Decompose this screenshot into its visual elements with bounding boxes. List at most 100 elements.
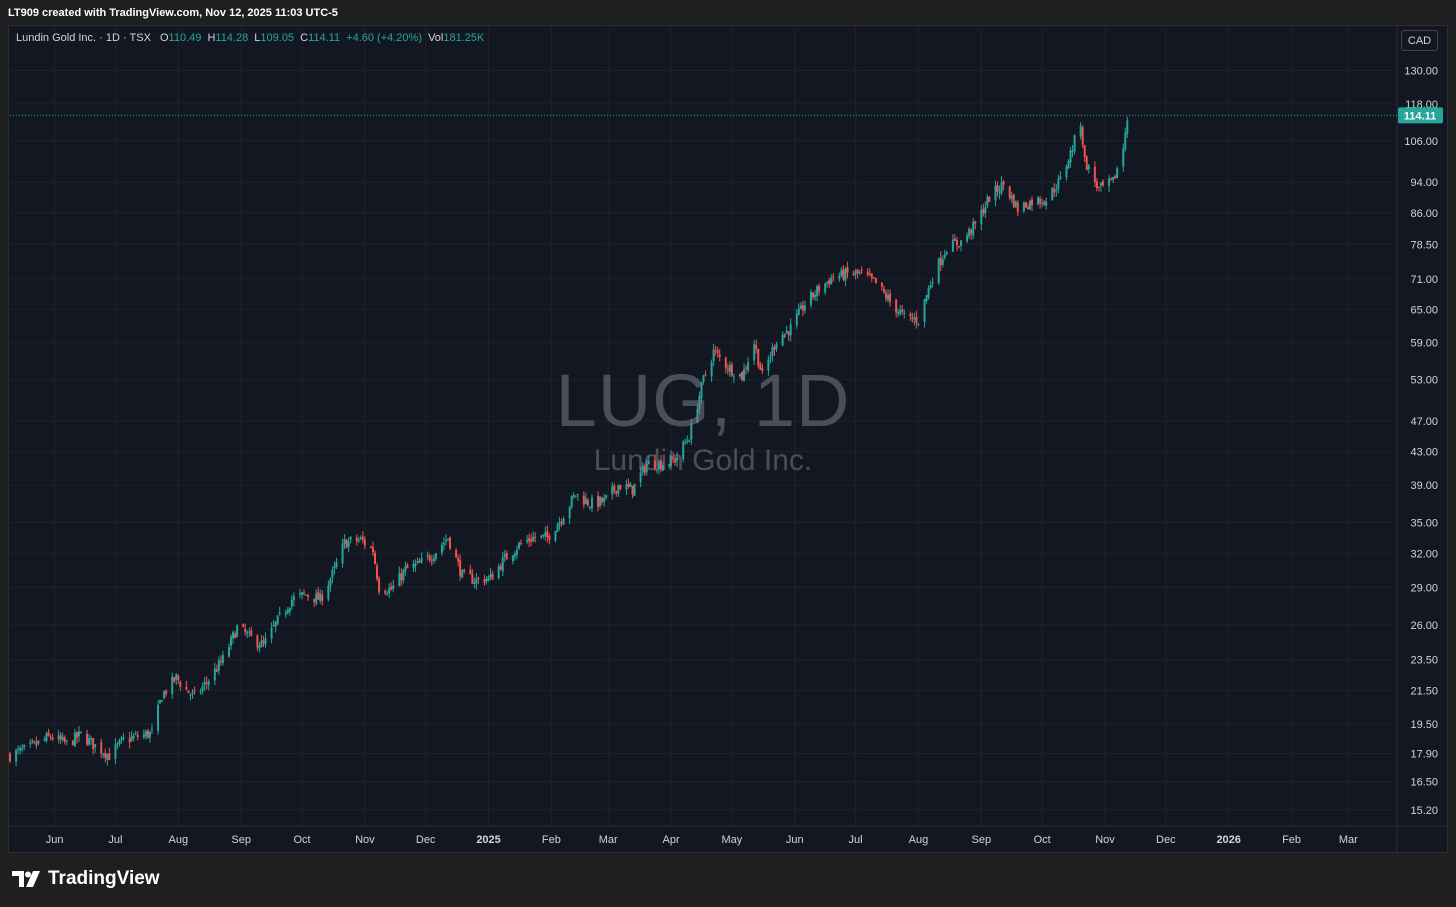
candle [866, 267, 869, 278]
x-tick-label: Sep [972, 834, 992, 846]
candle [315, 588, 318, 606]
candle [812, 292, 814, 301]
legend-volume-label: Vol [428, 32, 444, 44]
x-tick-label: Mar [1339, 834, 1358, 846]
candle [1012, 193, 1015, 209]
candle [331, 566, 334, 584]
candle [65, 739, 68, 746]
candle [901, 304, 904, 316]
candle [270, 622, 273, 644]
legend-close-label: C [300, 32, 309, 44]
candle [809, 288, 812, 308]
candle [657, 459, 660, 475]
candle [927, 285, 930, 300]
candle [228, 643, 230, 658]
candle [568, 505, 571, 525]
candle [911, 312, 914, 323]
candle [599, 495, 602, 509]
candle [94, 744, 97, 753]
candle [974, 220, 977, 230]
candle [355, 534, 358, 546]
candle [114, 738, 117, 765]
candle [769, 351, 772, 364]
candle [503, 549, 506, 563]
candle [45, 731, 48, 744]
candle [781, 331, 784, 347]
candle [885, 289, 887, 302]
candle [313, 598, 316, 608]
candle [787, 330, 790, 341]
candle [773, 344, 776, 356]
candle [953, 234, 956, 241]
candle [489, 567, 492, 581]
candle [497, 563, 500, 580]
candle [931, 277, 934, 288]
legend-open-value: 110.49 [168, 32, 202, 44]
candle [627, 478, 630, 489]
candle [386, 590, 389, 596]
candle [406, 562, 409, 569]
candle [899, 304, 902, 316]
x-tick-label: Sep [231, 834, 251, 846]
candle [459, 554, 462, 581]
y-tick-label: 130.00 [1404, 66, 1438, 78]
candle [1014, 200, 1017, 208]
x-tick-label: Aug [169, 834, 189, 846]
y-tick-label: 16.50 [1410, 776, 1438, 788]
candle [712, 343, 715, 367]
tradingview-logo[interactable]: TradingView [12, 868, 160, 890]
candle [803, 300, 806, 314]
candle [558, 516, 561, 531]
y-tick-label: 47.00 [1410, 416, 1438, 428]
candle [374, 550, 376, 565]
candle [108, 747, 111, 761]
candle [376, 562, 379, 582]
legend-volume-value: 181.25K [443, 32, 485, 44]
candle [361, 531, 364, 544]
candle [298, 588, 301, 599]
candle [874, 277, 877, 284]
candle [165, 689, 168, 697]
candle [513, 551, 516, 561]
candle [540, 535, 543, 540]
candle [1051, 187, 1054, 201]
currency-button[interactable]: CAD [1401, 30, 1438, 51]
candle [215, 664, 218, 673]
candle [363, 536, 366, 550]
candle [61, 732, 64, 742]
candle [473, 577, 476, 589]
legend-symbol[interactable]: Lundin Gold Inc. · 1D · TSX [16, 32, 151, 44]
candle [903, 309, 906, 319]
candle [534, 532, 537, 543]
candle [201, 682, 204, 695]
candle [301, 591, 303, 600]
candle [868, 268, 871, 277]
candle [1081, 125, 1084, 149]
watermark-ticker: LUG, 1D [555, 359, 851, 442]
candle [724, 356, 727, 374]
candle [157, 700, 160, 735]
candle [1112, 176, 1115, 183]
candle [588, 506, 591, 511]
candle [544, 526, 547, 541]
candle [33, 740, 36, 745]
y-tick-label: 59.00 [1410, 338, 1438, 350]
candle [659, 454, 662, 473]
candle [189, 693, 192, 701]
y-tick-label: 17.90 [1410, 748, 1438, 760]
candle [130, 730, 133, 743]
y-tick-label: 23.50 [1410, 655, 1438, 667]
candle [923, 298, 926, 328]
candle [517, 541, 520, 551]
candle [430, 555, 433, 566]
candle [560, 518, 563, 527]
candle [428, 553, 431, 563]
x-tick-label: 2026 [1216, 834, 1240, 846]
candle [641, 462, 644, 476]
candle [925, 294, 928, 304]
candle [75, 731, 78, 744]
candle [191, 689, 194, 699]
candle [601, 496, 604, 505]
candle [702, 374, 705, 385]
